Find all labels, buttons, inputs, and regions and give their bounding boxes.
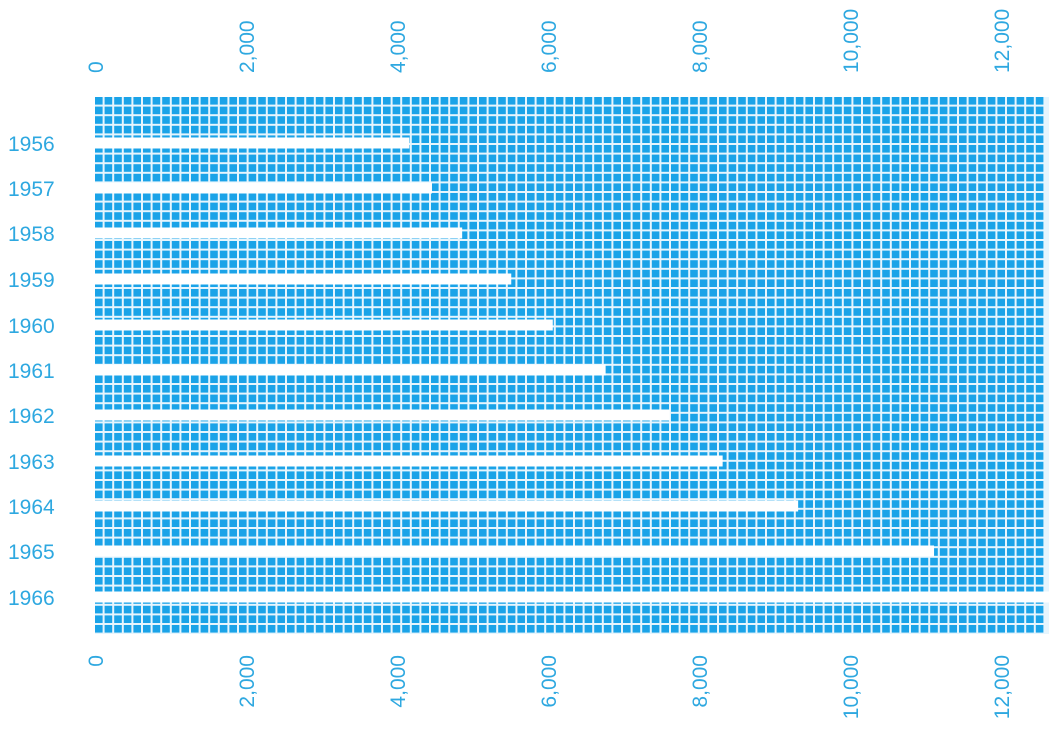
top-tick-label: 0 <box>85 61 108 73</box>
bottom-tick-label: 6,000 <box>538 655 561 708</box>
year-label-1958: 1958 <box>8 223 55 246</box>
block-row <box>95 202 1044 211</box>
block-row <box>95 164 1044 172</box>
block-row <box>95 385 1044 393</box>
year-label-1957: 1957 <box>8 178 55 201</box>
bar-1966 <box>93 591 1052 603</box>
block-row <box>95 586 1044 595</box>
block-row <box>95 193 1044 201</box>
bar-1965 <box>93 545 935 557</box>
block-row <box>95 557 1044 566</box>
bottom-tick-label: 2,000 <box>236 655 259 708</box>
bar-1964 <box>93 500 799 512</box>
top-tick-label: 2,000 <box>236 20 259 73</box>
block-row <box>95 308 1044 316</box>
top-tick-label: 10,000 <box>840 9 863 73</box>
top-tick-label: 6,000 <box>538 20 561 73</box>
block-row <box>95 615 1044 623</box>
block-row <box>95 423 1044 431</box>
top-tick-label: 8,000 <box>689 20 712 73</box>
bottom-tick-label: 4,000 <box>387 655 410 708</box>
block-row <box>95 241 1044 249</box>
block-row <box>95 567 1044 575</box>
block-row <box>95 529 1044 537</box>
block-row <box>95 625 1044 633</box>
block-row <box>95 97 1044 105</box>
block-row <box>95 433 1044 441</box>
block-row <box>95 519 1044 527</box>
year-label-1956: 1956 <box>8 133 55 156</box>
year-label-1963: 1963 <box>8 451 55 474</box>
block-row <box>95 394 1044 403</box>
block-row <box>95 145 1044 153</box>
bottom-tick-label: 10,000 <box>840 655 863 719</box>
year-label-1966: 1966 <box>8 587 55 610</box>
block-row <box>95 490 1044 499</box>
bar-1957 <box>93 182 432 194</box>
bar-1958 <box>93 227 463 239</box>
block-row <box>95 125 1044 134</box>
bottom-x-axis: 0 2,000 4,000 6,000 8,000 10,000 12,000 <box>85 655 1014 719</box>
block-row <box>95 375 1044 383</box>
bar-1959 <box>93 273 512 285</box>
bottom-tick-label: 12,000 <box>991 655 1014 719</box>
bar-gaps-layer <box>93 137 1052 603</box>
top-tick-label: 4,000 <box>387 20 410 73</box>
block-row <box>95 289 1044 297</box>
bottom-tick-label: 0 <box>85 655 108 667</box>
year-label-1960: 1960 <box>8 315 55 338</box>
block-row <box>95 577 1044 585</box>
bar-1960 <box>93 319 553 331</box>
bar-1961 <box>93 364 606 376</box>
block-row <box>95 106 1044 115</box>
year-labels: 1956 1957 1958 1959 1960 1961 1962 1963 1964 1965… <box>8 133 55 610</box>
block-row <box>95 471 1044 479</box>
block-row <box>95 116 1044 124</box>
bar-1956 <box>93 137 410 149</box>
block-row <box>95 337 1044 345</box>
block-row <box>95 509 1044 518</box>
bar-1963 <box>93 455 723 467</box>
bottom-tick-label: 8,000 <box>689 655 712 708</box>
top-x-axis: 0 2,000 4,000 6,000 8,000 10,000 12,000 <box>85 9 1014 73</box>
block-row <box>95 356 1044 364</box>
top-tick-label: 12,000 <box>991 9 1014 73</box>
bar-1962 <box>93 409 670 421</box>
block-row <box>95 538 1044 547</box>
block-row <box>95 221 1044 230</box>
block-row <box>95 327 1044 335</box>
year-label-1959: 1959 <box>8 269 55 292</box>
block-row <box>95 346 1044 355</box>
block-row <box>95 481 1044 489</box>
block-row <box>95 298 1044 307</box>
block-row <box>95 442 1044 451</box>
block-row <box>95 404 1044 412</box>
block-row <box>95 250 1044 259</box>
block-row <box>95 173 1044 182</box>
block-row <box>95 212 1044 220</box>
year-label-1964: 1964 <box>8 496 55 519</box>
block-row <box>95 154 1044 163</box>
block-row <box>95 605 1044 614</box>
year-label-1962: 1962 <box>8 405 55 428</box>
year-label-1965: 1965 <box>8 541 55 564</box>
block-row <box>95 260 1044 268</box>
year-label-1961: 1961 <box>8 360 55 383</box>
